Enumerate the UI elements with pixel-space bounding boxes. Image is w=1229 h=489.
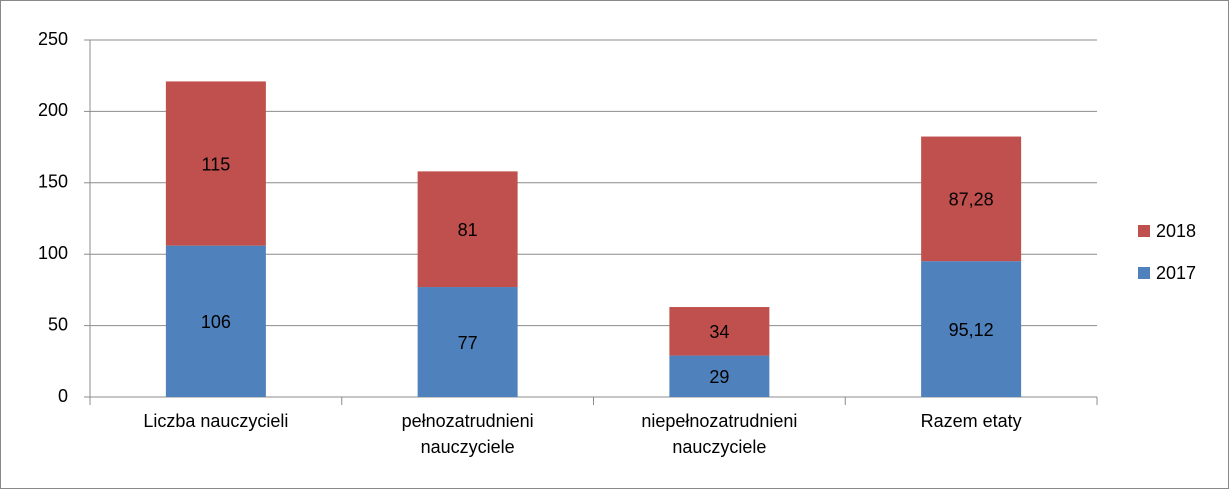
y-tick-label: 100: [38, 243, 68, 263]
data-label: 106: [201, 312, 231, 332]
bar-segment: [669, 355, 770, 397]
y-tick-label: 50: [48, 314, 68, 334]
bar-segment: [921, 136, 1022, 262]
y-tick-label: 150: [38, 172, 68, 192]
bar-segment: [417, 171, 518, 288]
y-tick-label: 200: [38, 100, 68, 120]
x-tick-label: Razem etaty: [920, 411, 1022, 431]
data-label: 81: [458, 220, 478, 240]
legend-swatch: [1138, 267, 1150, 279]
data-label: 87,28: [949, 190, 994, 210]
legend-label: 2018: [1156, 221, 1196, 241]
y-tick-label: 250: [38, 29, 68, 49]
data-label: 95,12: [949, 320, 994, 340]
x-tick-label: niepełnozatrudnieni nauczyciele: [641, 411, 798, 457]
x-tick-label: Liczba nauczycieli: [143, 411, 289, 431]
data-label: 77: [458, 333, 478, 353]
x-tick-label: pełnozatrudnieni nauczyciele: [401, 411, 534, 457]
data-label: 29: [709, 367, 729, 387]
y-tick-label: 0: [58, 386, 68, 406]
data-label: 115: [202, 154, 231, 174]
bar-segment: [165, 245, 266, 397]
bar-segment: [669, 307, 770, 356]
legend-swatch: [1138, 225, 1150, 237]
bar-segment: [165, 81, 266, 246]
legend-label: 2017: [1156, 263, 1196, 283]
bar-segment: [921, 261, 1022, 397]
data-label: 34: [709, 322, 729, 342]
bar-segment: [417, 287, 518, 397]
